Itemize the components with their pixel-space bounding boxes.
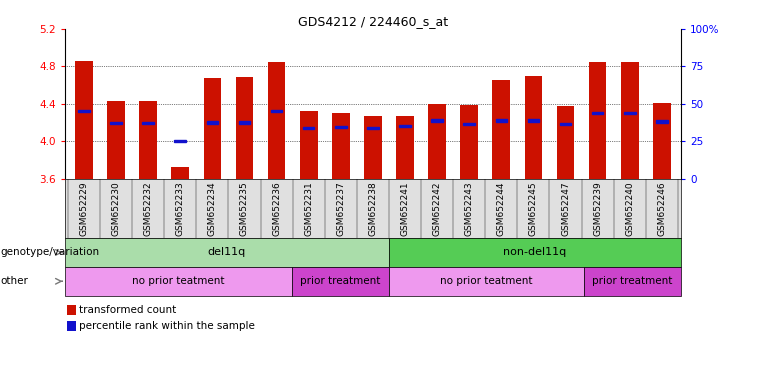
Bar	[367, 126, 379, 129]
Text: GSM652230: GSM652230	[112, 182, 120, 236]
Text: GSM652229: GSM652229	[79, 182, 88, 236]
Text: GSM652247: GSM652247	[561, 182, 570, 236]
Bar	[463, 123, 475, 126]
Bar	[527, 119, 540, 122]
Text: del11q: del11q	[208, 247, 246, 258]
Bar	[584, 267, 681, 296]
Text: GSM652242: GSM652242	[432, 182, 441, 236]
Text: transformed count: transformed count	[79, 305, 177, 315]
Bar	[557, 106, 575, 179]
Bar	[621, 61, 638, 179]
Bar	[236, 78, 253, 179]
Bar	[589, 63, 607, 179]
Title: GDS4212 / 224460_s_at: GDS4212 / 224460_s_at	[298, 15, 448, 28]
Bar	[75, 61, 93, 179]
Bar	[203, 78, 221, 179]
Text: GSM652233: GSM652233	[176, 182, 185, 236]
Bar	[239, 121, 250, 124]
Bar	[206, 121, 218, 124]
Bar	[431, 119, 443, 122]
Bar	[624, 111, 635, 114]
Text: genotype/variation: genotype/variation	[1, 247, 100, 258]
Bar	[78, 110, 90, 112]
Bar	[139, 101, 157, 179]
Bar	[300, 111, 317, 179]
Bar	[67, 321, 76, 331]
Bar	[335, 126, 346, 128]
Bar	[460, 104, 478, 179]
Bar	[291, 267, 389, 296]
Text: GSM652234: GSM652234	[208, 182, 217, 236]
Bar	[492, 80, 510, 179]
Bar	[560, 123, 572, 126]
Bar	[524, 76, 543, 179]
Bar	[364, 116, 382, 179]
Bar	[142, 122, 154, 124]
Bar	[428, 104, 446, 179]
Text: GSM652246: GSM652246	[658, 182, 667, 236]
Text: GSM652245: GSM652245	[529, 182, 538, 236]
Bar	[389, 238, 681, 267]
Text: GSM652232: GSM652232	[144, 182, 153, 236]
Bar	[174, 140, 186, 142]
Text: GSM652240: GSM652240	[626, 182, 634, 236]
Text: GSM652236: GSM652236	[272, 182, 281, 236]
Bar	[110, 122, 122, 124]
Bar	[65, 238, 389, 267]
Text: GSM652244: GSM652244	[497, 182, 506, 236]
Text: no prior teatment: no prior teatment	[440, 276, 533, 286]
Bar	[656, 120, 667, 122]
Bar	[171, 167, 189, 179]
Text: GSM652235: GSM652235	[240, 182, 249, 236]
Text: GSM652243: GSM652243	[465, 182, 473, 236]
Bar	[396, 116, 414, 179]
Text: GSM652237: GSM652237	[336, 182, 345, 236]
Bar	[495, 119, 507, 122]
Text: no prior teatment: no prior teatment	[132, 276, 224, 286]
Bar	[592, 111, 603, 114]
Text: percentile rank within the sample: percentile rank within the sample	[79, 321, 255, 331]
Bar	[271, 110, 282, 112]
Bar	[107, 101, 125, 179]
Text: GSM652239: GSM652239	[593, 182, 602, 236]
Text: other: other	[1, 276, 29, 286]
Bar	[268, 61, 285, 179]
Bar	[67, 305, 76, 315]
Text: GSM652238: GSM652238	[368, 182, 377, 236]
Text: GSM652241: GSM652241	[400, 182, 409, 236]
Bar	[65, 267, 291, 296]
Bar	[303, 126, 314, 129]
Bar	[400, 125, 411, 127]
Text: GSM652231: GSM652231	[304, 182, 314, 236]
Bar	[389, 267, 584, 296]
Text: prior treatment: prior treatment	[592, 276, 673, 286]
Text: prior treatment: prior treatment	[301, 276, 380, 286]
Bar	[653, 103, 670, 179]
Bar	[332, 113, 349, 179]
Text: non-del11q: non-del11q	[504, 247, 567, 258]
